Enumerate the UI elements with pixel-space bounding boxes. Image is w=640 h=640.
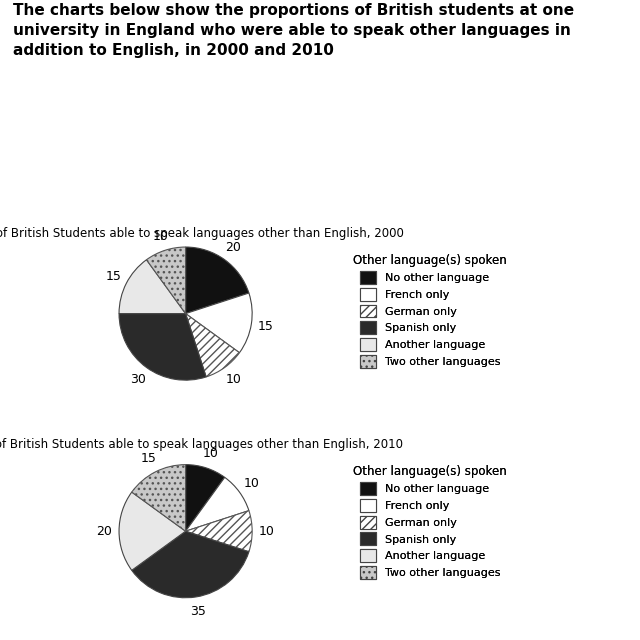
Wedge shape <box>132 531 249 598</box>
Text: 10: 10 <box>152 230 168 243</box>
Wedge shape <box>119 260 186 314</box>
Wedge shape <box>186 465 225 531</box>
Text: 15: 15 <box>106 270 121 284</box>
Text: 35: 35 <box>190 605 206 618</box>
Text: 15: 15 <box>141 452 157 465</box>
Wedge shape <box>132 465 186 531</box>
Wedge shape <box>186 511 252 552</box>
Wedge shape <box>147 247 186 314</box>
Wedge shape <box>119 314 206 380</box>
Text: 20: 20 <box>97 525 113 538</box>
Wedge shape <box>186 247 249 314</box>
Text: 10: 10 <box>203 447 219 460</box>
Text: 10: 10 <box>243 477 259 490</box>
Text: 15: 15 <box>258 320 274 333</box>
Text: 20: 20 <box>225 241 241 255</box>
Text: The charts below show the proportions of British students at one
university in E: The charts below show the proportions of… <box>13 3 574 58</box>
Legend: No other language, French only, German only, Spanish only, Another language, Two: No other language, French only, German o… <box>351 252 509 370</box>
Wedge shape <box>186 314 239 377</box>
Wedge shape <box>119 492 186 570</box>
Legend: No other language, French only, German only, Spanish only, Another language, Two: No other language, French only, German o… <box>351 463 509 581</box>
Text: 10: 10 <box>225 372 241 386</box>
Text: % of British Students able to speak languages other than English, 2010: % of British Students able to speak lang… <box>0 438 403 451</box>
Text: % of British Students able to speak languages other than English, 2000: % of British Students able to speak lang… <box>0 227 403 240</box>
Wedge shape <box>186 477 249 531</box>
Text: 30: 30 <box>130 372 146 386</box>
Text: 10: 10 <box>259 525 275 538</box>
Wedge shape <box>186 293 252 353</box>
